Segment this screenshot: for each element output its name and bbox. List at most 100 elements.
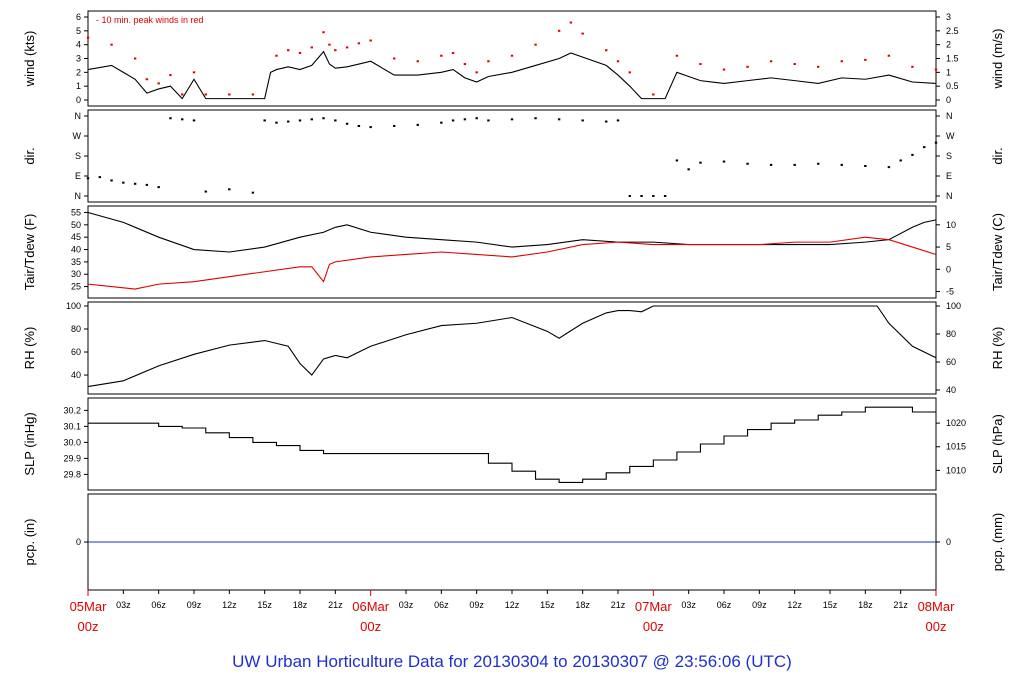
wind-point [86,36,90,39]
dir-right-tick-label: N [946,191,953,201]
wind-point [793,63,796,66]
wind-legend: - 10 min. peak winds in red [96,15,204,25]
wind-point [298,51,302,54]
chart-title: UW Urban Horticulture Data for 20130304 … [232,652,792,671]
wind-point [145,78,149,81]
dir-point [157,186,160,189]
day-label-date: 05Mar [70,599,108,614]
temp-left-tick-label: 25 [71,282,81,292]
slp-right-tick-label: 1015 [946,442,966,452]
wind-point [817,65,820,68]
slp-right-tick-label: 1020 [946,418,966,428]
slp-series-slp [88,406,936,483]
wind-point [534,43,537,46]
day-label-hour: 00z [78,619,99,634]
dir-point [864,165,867,167]
wind-point [287,49,290,52]
wind-point [133,57,137,60]
day-label-date: 07Mar [635,599,673,614]
slp-ylabel-right: SLP (hPa) [990,414,1005,474]
dir-point [699,161,702,164]
pcp-right-tick-label: 0 [946,537,951,547]
wind-point [334,49,337,52]
dir-point [275,121,278,124]
dir-point [628,195,631,197]
dir-point [605,120,608,123]
wind-right-tick-label: 2 [946,40,951,50]
dir-point [169,117,172,120]
dir-point [369,126,372,129]
wind-ylabel-right: wind (m/s) [990,29,1005,90]
wind-point [440,54,443,57]
rh-frame [87,301,937,395]
wind-point [581,32,584,35]
dir-point [934,141,938,144]
dir-point [310,118,313,121]
wind-point [475,71,478,74]
wind-right-tick-label: 0 [946,95,951,105]
temp-frame [87,205,937,299]
dir-right-tick-label: E [946,171,952,181]
dir-point [463,118,467,121]
x-tick-label: 06z [151,600,166,610]
wind-point [487,60,490,63]
slp-left-tick-label: 30.2 [63,405,81,415]
wind-point [110,43,113,46]
wind-right-tick-label: 1 [946,67,951,77]
rh-series-rh [87,305,937,388]
dir-point [416,123,419,126]
dir-ylabel-right: dir. [990,147,1005,164]
dir-point [840,163,843,166]
wind-point [204,93,207,96]
dir-point [616,119,620,122]
wind-point [675,54,679,57]
wind-point [557,29,561,32]
slp-left-tick-label: 29.9 [63,453,81,463]
dir-point [722,160,726,163]
dir-right-tick-label: N [946,111,953,121]
dir-point [887,166,891,169]
dir-point [122,181,125,184]
wind-point [322,31,325,34]
wind-point [510,54,514,57]
wind-point [769,60,773,63]
wind-point [911,65,914,68]
dir-point [86,177,90,180]
temp-left-tick-label: 40 [71,245,81,255]
wind-left-tick-label: 3 [76,54,81,64]
dir-point [581,119,584,122]
temp-ylabel-right: Tair/Tdew (C) [990,213,1005,291]
dir-point [793,163,796,166]
wind-point [616,60,620,63]
dir-point [287,120,290,123]
dir-point [334,119,337,122]
wind-point [393,57,396,60]
x-tick-label: 03z [399,600,414,610]
temp-right-tick-label: 10 [946,220,956,230]
wind-right-tick-label: 2.5 [946,26,959,36]
x-tick-label: 18z [575,600,590,610]
dir-point [899,159,902,162]
wind-series-wind [87,50,937,100]
rh-ylabel-right: RH (%) [990,327,1005,370]
dir-point [357,125,361,127]
x-tick-label: 21z [328,600,343,610]
wind-point [605,49,608,52]
temp-right-tick-label: 0 [946,264,951,274]
wind-point [451,51,455,54]
dir-point [345,122,349,125]
dir-left-tick-label: E [75,171,81,181]
pcp-ylabel-right: pcp. (mm) [990,513,1005,572]
dir-right-tick-label: W [946,131,955,141]
rh-left-tick-label: 60 [71,347,81,357]
temp-right-tick-label: -5 [946,287,954,297]
wind-frame [87,10,937,107]
wind-point [345,46,349,49]
dir-left-tick-label: N [75,191,82,201]
dir-point [746,162,749,165]
wind-point [357,42,361,45]
panel-slp: 29.8 29.9 30.0 30.1 30.2 1010 1015 1020 SLP (inH… [22,397,1005,491]
dir-point [133,182,137,185]
wind-ylabel-left: wind (kts) [22,31,37,88]
